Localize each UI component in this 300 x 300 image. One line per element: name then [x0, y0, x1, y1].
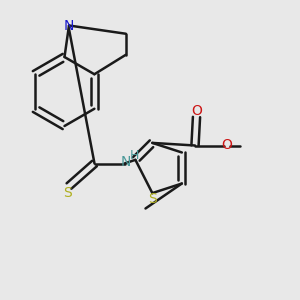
Text: S: S — [148, 191, 157, 206]
Text: N: N — [64, 19, 74, 32]
Text: N: N — [121, 155, 131, 169]
Text: O: O — [222, 138, 232, 152]
Text: S: S — [63, 186, 72, 200]
Text: H: H — [129, 148, 139, 162]
Text: O: O — [191, 104, 202, 118]
